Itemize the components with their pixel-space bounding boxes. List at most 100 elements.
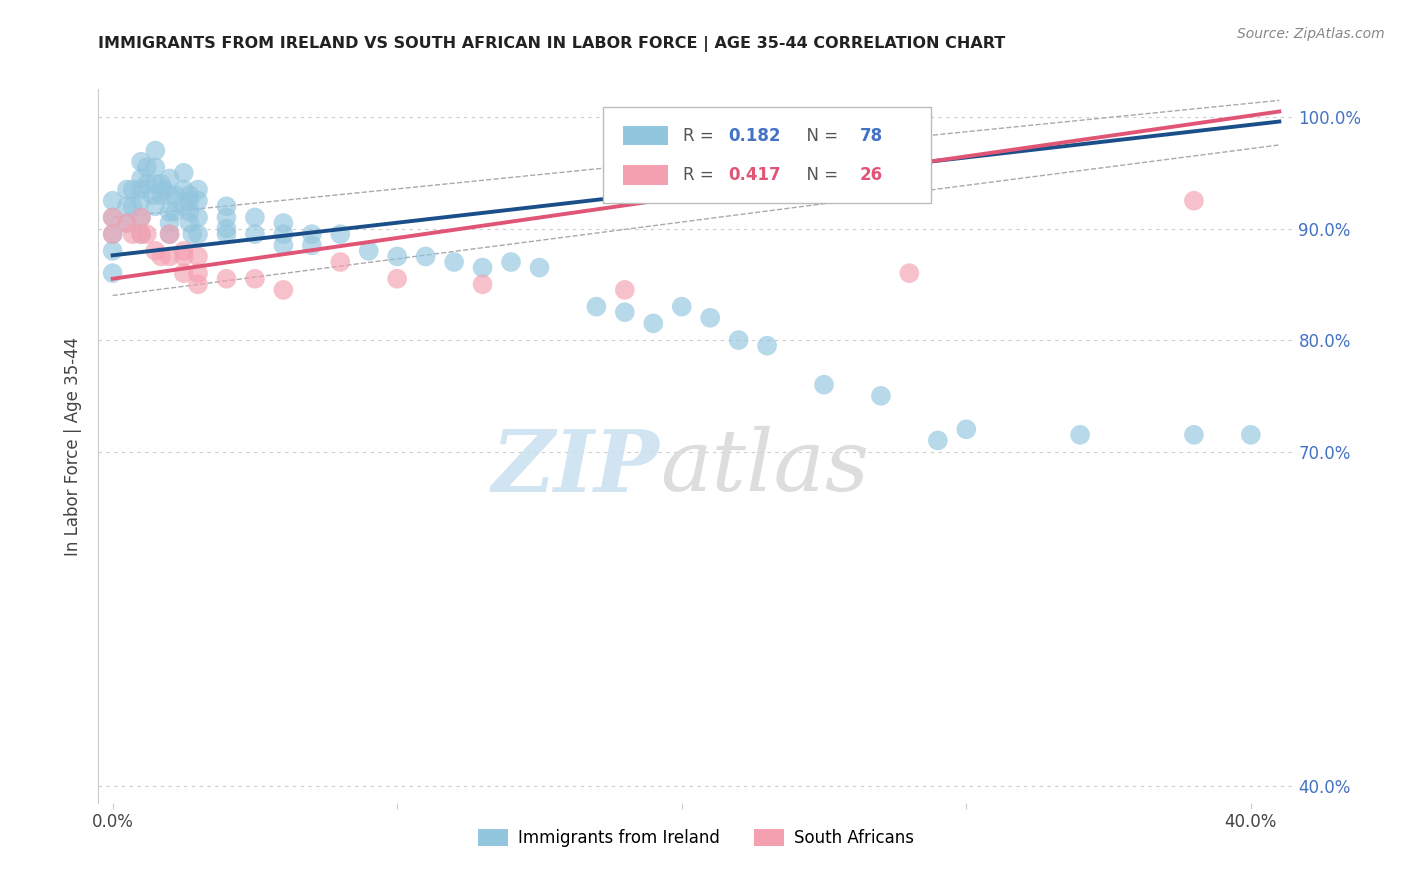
Text: 78: 78 bbox=[859, 127, 883, 145]
Point bbox=[187, 227, 209, 241]
Point bbox=[471, 260, 494, 275]
Point bbox=[181, 227, 204, 241]
Point bbox=[215, 211, 238, 225]
Point bbox=[129, 211, 152, 225]
Point bbox=[671, 300, 693, 314]
Point bbox=[159, 216, 181, 230]
Point bbox=[115, 199, 138, 213]
Point bbox=[727, 333, 749, 347]
Point bbox=[143, 160, 166, 174]
Point bbox=[187, 182, 209, 196]
Point bbox=[153, 182, 176, 196]
Point bbox=[159, 204, 181, 219]
Point bbox=[301, 227, 323, 241]
Point bbox=[215, 199, 238, 213]
Point bbox=[121, 182, 143, 196]
Text: R =: R = bbox=[683, 166, 718, 184]
Point bbox=[101, 227, 124, 241]
Point bbox=[955, 422, 977, 436]
Point bbox=[135, 160, 157, 174]
Point bbox=[129, 171, 152, 186]
Point bbox=[443, 255, 465, 269]
Point bbox=[129, 211, 152, 225]
FancyBboxPatch shape bbox=[623, 126, 668, 145]
Point bbox=[499, 255, 522, 269]
Point bbox=[143, 177, 166, 191]
Point bbox=[159, 249, 181, 263]
Point bbox=[115, 182, 138, 196]
Point bbox=[215, 271, 238, 285]
Legend: Immigrants from Ireland, South Africans: Immigrants from Ireland, South Africans bbox=[470, 821, 922, 855]
Point bbox=[613, 305, 636, 319]
Text: N =: N = bbox=[796, 166, 844, 184]
Point bbox=[159, 227, 181, 241]
Point bbox=[1240, 427, 1263, 442]
Point bbox=[1069, 427, 1091, 442]
Point bbox=[129, 182, 152, 196]
Point bbox=[187, 249, 209, 263]
Point bbox=[215, 221, 238, 235]
Y-axis label: In Labor Force | Age 35-44: In Labor Force | Age 35-44 bbox=[65, 336, 83, 556]
Point bbox=[187, 194, 209, 208]
Point bbox=[143, 144, 166, 158]
Text: R =: R = bbox=[683, 127, 718, 145]
Point bbox=[179, 216, 201, 230]
Point bbox=[143, 244, 166, 258]
Point bbox=[135, 177, 157, 191]
Point bbox=[179, 204, 201, 219]
Point bbox=[415, 249, 437, 263]
Point bbox=[273, 283, 295, 297]
Point bbox=[215, 227, 238, 241]
Point bbox=[129, 227, 152, 241]
Point bbox=[385, 271, 409, 285]
Point bbox=[273, 216, 295, 230]
Text: IMMIGRANTS FROM IRELAND VS SOUTH AFRICAN IN LABOR FORCE | AGE 35-44 CORRELATION : IMMIGRANTS FROM IRELAND VS SOUTH AFRICAN… bbox=[98, 36, 1005, 52]
Point bbox=[173, 244, 195, 258]
Point bbox=[179, 188, 201, 202]
Point bbox=[141, 188, 163, 202]
Point bbox=[129, 227, 152, 241]
Text: Source: ZipAtlas.com: Source: ZipAtlas.com bbox=[1237, 27, 1385, 41]
Point bbox=[173, 182, 195, 196]
Point bbox=[101, 211, 124, 225]
Text: 0.417: 0.417 bbox=[728, 166, 780, 184]
Point bbox=[159, 227, 181, 241]
Text: atlas: atlas bbox=[661, 426, 869, 508]
Point bbox=[121, 227, 143, 241]
Point bbox=[173, 266, 195, 280]
Point bbox=[927, 434, 949, 448]
Point bbox=[329, 255, 352, 269]
Point bbox=[613, 283, 636, 297]
Point bbox=[898, 266, 921, 280]
Point bbox=[1182, 427, 1205, 442]
Point bbox=[756, 338, 779, 352]
Point bbox=[159, 188, 181, 202]
Point bbox=[150, 188, 173, 202]
Point bbox=[143, 199, 166, 213]
Point bbox=[101, 211, 124, 225]
Text: N =: N = bbox=[796, 127, 844, 145]
Point bbox=[129, 194, 152, 208]
Point bbox=[101, 266, 124, 280]
Point bbox=[243, 271, 266, 285]
Point bbox=[121, 199, 143, 213]
Point bbox=[1182, 194, 1205, 208]
Point bbox=[385, 249, 409, 263]
Point bbox=[301, 238, 323, 252]
FancyBboxPatch shape bbox=[603, 107, 931, 203]
Point bbox=[585, 300, 607, 314]
Point bbox=[173, 199, 195, 213]
Point bbox=[357, 244, 380, 258]
Point bbox=[179, 194, 201, 208]
Point bbox=[101, 244, 124, 258]
Point bbox=[159, 171, 181, 186]
Point bbox=[115, 216, 138, 230]
Point bbox=[471, 277, 494, 292]
Point bbox=[813, 377, 835, 392]
Point bbox=[150, 177, 173, 191]
Point bbox=[329, 227, 352, 241]
Text: 26: 26 bbox=[859, 166, 883, 184]
Point bbox=[115, 216, 138, 230]
Point bbox=[187, 266, 209, 280]
Point bbox=[101, 227, 124, 241]
